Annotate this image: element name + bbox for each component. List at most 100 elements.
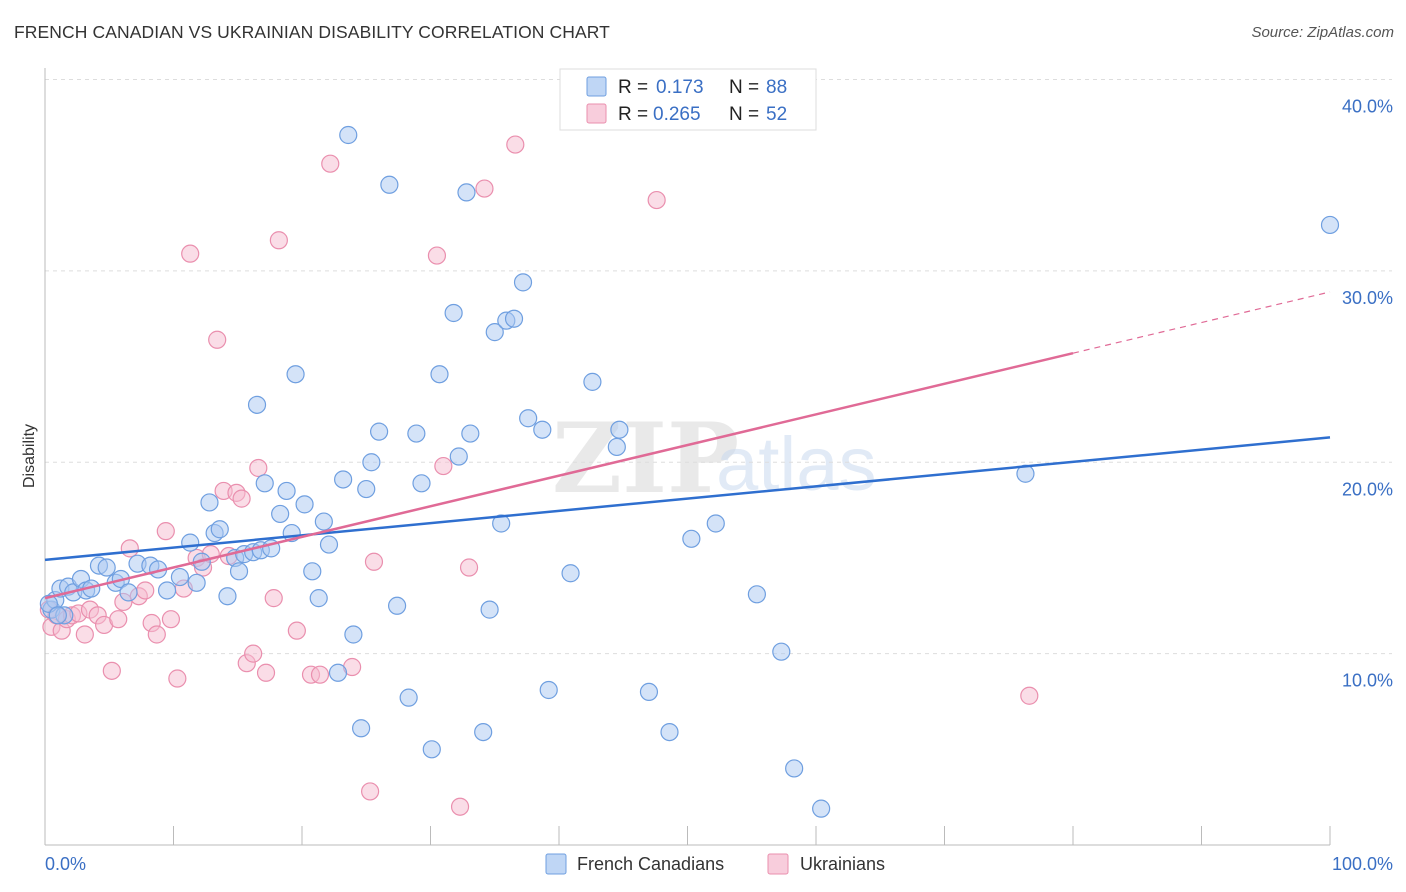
french-canadian-point-64 bbox=[485, 323, 504, 342]
ukrainian-point-41 bbox=[321, 154, 340, 173]
x-tick-label-100: 100.0% bbox=[1332, 854, 1393, 874]
y-axis-label: Disability bbox=[21, 424, 38, 488]
chart-title: FRENCH CANADIAN VS UKRAINIAN DISABILITY … bbox=[14, 22, 610, 42]
legend-r-value-1: 0.265 bbox=[653, 104, 701, 125]
bottom-legend-swatch-french-canadians bbox=[545, 853, 567, 875]
ukrainian-point-46 bbox=[434, 456, 453, 476]
french-canadian-point-41 bbox=[314, 512, 333, 531]
legend-n-label-1: N = bbox=[729, 104, 759, 125]
ukrainians-trend-solid bbox=[44, 351, 1074, 600]
ukrainian-point-23 bbox=[181, 244, 200, 263]
legend-n-value-0: 88 bbox=[766, 77, 787, 98]
french-canadian-point-58 bbox=[444, 303, 463, 323]
ukrainian-point-40 bbox=[310, 665, 330, 684]
french-canadian-point-77 bbox=[660, 722, 679, 742]
ukrainian-point-35 bbox=[256, 663, 276, 682]
french-canadian-point-34 bbox=[271, 504, 290, 524]
french-canadian-point-68 bbox=[513, 273, 533, 292]
french-canadian-point-76 bbox=[639, 682, 659, 702]
french-canadian-point-22 bbox=[200, 493, 219, 512]
french-canadian-point-55 bbox=[412, 474, 431, 493]
ukrainians-points bbox=[39, 135, 1039, 816]
ukrainians-trend-dashed bbox=[1072, 291, 1331, 354]
french-canadian-point-51 bbox=[380, 175, 399, 194]
watermark-zip: ZIP bbox=[552, 402, 739, 515]
correlation-legend: R = 0.173 N = 88 R = 0.265 N = 52 bbox=[559, 68, 817, 131]
french-canadian-point-13 bbox=[119, 583, 138, 602]
ukrainian-point-50 bbox=[506, 135, 525, 154]
ukrainian-point-44 bbox=[364, 552, 384, 571]
french-canadian-point-57 bbox=[430, 365, 449, 384]
ukrainian-point-18 bbox=[147, 625, 166, 644]
legend-r-label-1: R = bbox=[618, 104, 648, 125]
french-canadian-point-42 bbox=[319, 535, 339, 554]
bottom-legend-swatch-ukrainians bbox=[767, 853, 789, 875]
legend-r-value-0: 0.173 bbox=[656, 77, 704, 98]
trend-lines bbox=[44, 291, 1331, 600]
x-tick-label-0: 0.0% bbox=[45, 854, 86, 874]
french-canadian-point-71 bbox=[539, 680, 558, 700]
french-canadian-point-47 bbox=[352, 719, 371, 738]
french-canadian-point-79 bbox=[706, 514, 725, 533]
french-canadian-point-48 bbox=[357, 479, 376, 499]
ukrainian-point-12 bbox=[109, 610, 128, 629]
ukrainian-point-47 bbox=[450, 797, 470, 816]
ukrainian-point-19 bbox=[156, 522, 175, 541]
french-canadian-point-44 bbox=[334, 470, 353, 489]
bottom-legend-ukrainians: Ukrainians bbox=[800, 854, 885, 874]
french-canadians-points bbox=[39, 125, 1340, 818]
french-canadian-point-31 bbox=[247, 395, 267, 414]
french-canadian-point-65 bbox=[492, 514, 511, 533]
series-legend: French Canadians Ukrainians bbox=[545, 853, 885, 875]
french-canadian-point-87 bbox=[48, 606, 67, 625]
ukrainian-point-14 bbox=[120, 539, 139, 558]
ukrainian-point-36 bbox=[264, 589, 283, 608]
ukrainian-point-37 bbox=[269, 231, 288, 250]
ukrainian-point-48 bbox=[459, 558, 479, 577]
french-canadian-point-49 bbox=[362, 453, 381, 472]
legend-swatch-ukrainians bbox=[586, 103, 607, 124]
legend-n-value-1: 52 bbox=[766, 104, 787, 125]
y-tick-label-40: 40.0% bbox=[1342, 97, 1393, 117]
french-canadian-point-72 bbox=[561, 564, 580, 583]
french-canadian-point-59 bbox=[449, 447, 468, 466]
french-canadian-point-53 bbox=[399, 688, 418, 707]
french-canadian-point-63 bbox=[480, 600, 499, 619]
ukrainian-point-20 bbox=[161, 610, 181, 629]
ukrainian-point-52 bbox=[1020, 686, 1039, 705]
french-canadian-point-40 bbox=[309, 589, 328, 608]
french-canadian-point-32 bbox=[255, 474, 274, 493]
ukrainian-point-27 bbox=[208, 330, 227, 349]
french-canadian-point-78 bbox=[682, 529, 701, 548]
french-canadian-point-46 bbox=[344, 625, 363, 644]
legend-swatch-french-canadians bbox=[586, 76, 607, 97]
french-canadian-point-69 bbox=[519, 409, 538, 428]
french-canadian-point-82 bbox=[785, 759, 804, 778]
french-canadian-point-74 bbox=[607, 437, 626, 457]
ukrainian-point-43 bbox=[361, 782, 380, 801]
bottom-legend-french-canadians: French Canadians bbox=[577, 854, 724, 874]
x-tick-labels: 0.0% 100.0% bbox=[45, 854, 1393, 874]
y-tick-label-30: 30.0% bbox=[1342, 288, 1393, 308]
french-canadian-point-81 bbox=[772, 642, 791, 661]
french-canadian-point-19 bbox=[181, 533, 200, 552]
ukrainian-point-51 bbox=[647, 190, 666, 210]
ukrainian-point-45 bbox=[427, 246, 447, 265]
ukrainian-point-33 bbox=[244, 644, 263, 663]
french-canadian-point-43 bbox=[328, 663, 348, 682]
french-canadian-point-70 bbox=[533, 420, 552, 439]
french-canadian-point-37 bbox=[286, 365, 305, 384]
axes bbox=[44, 68, 1331, 846]
ukrainian-point-11 bbox=[102, 661, 121, 680]
french-canadian-point-25 bbox=[218, 587, 237, 606]
french-canadian-point-17 bbox=[157, 581, 177, 600]
ukrainian-point-16 bbox=[136, 581, 155, 600]
y-tick-labels: 10.0% 20.0% 30.0% 40.0% bbox=[1342, 97, 1393, 691]
french-canadian-point-62 bbox=[474, 722, 493, 742]
french-canadian-point-67 bbox=[504, 309, 524, 328]
ukrainian-point-31 bbox=[232, 489, 251, 508]
legend-r-label-0: R = bbox=[618, 77, 648, 98]
french-canadian-point-61 bbox=[461, 424, 480, 443]
french-canadian-point-56 bbox=[422, 740, 441, 759]
french-canadian-point-83 bbox=[812, 799, 831, 818]
